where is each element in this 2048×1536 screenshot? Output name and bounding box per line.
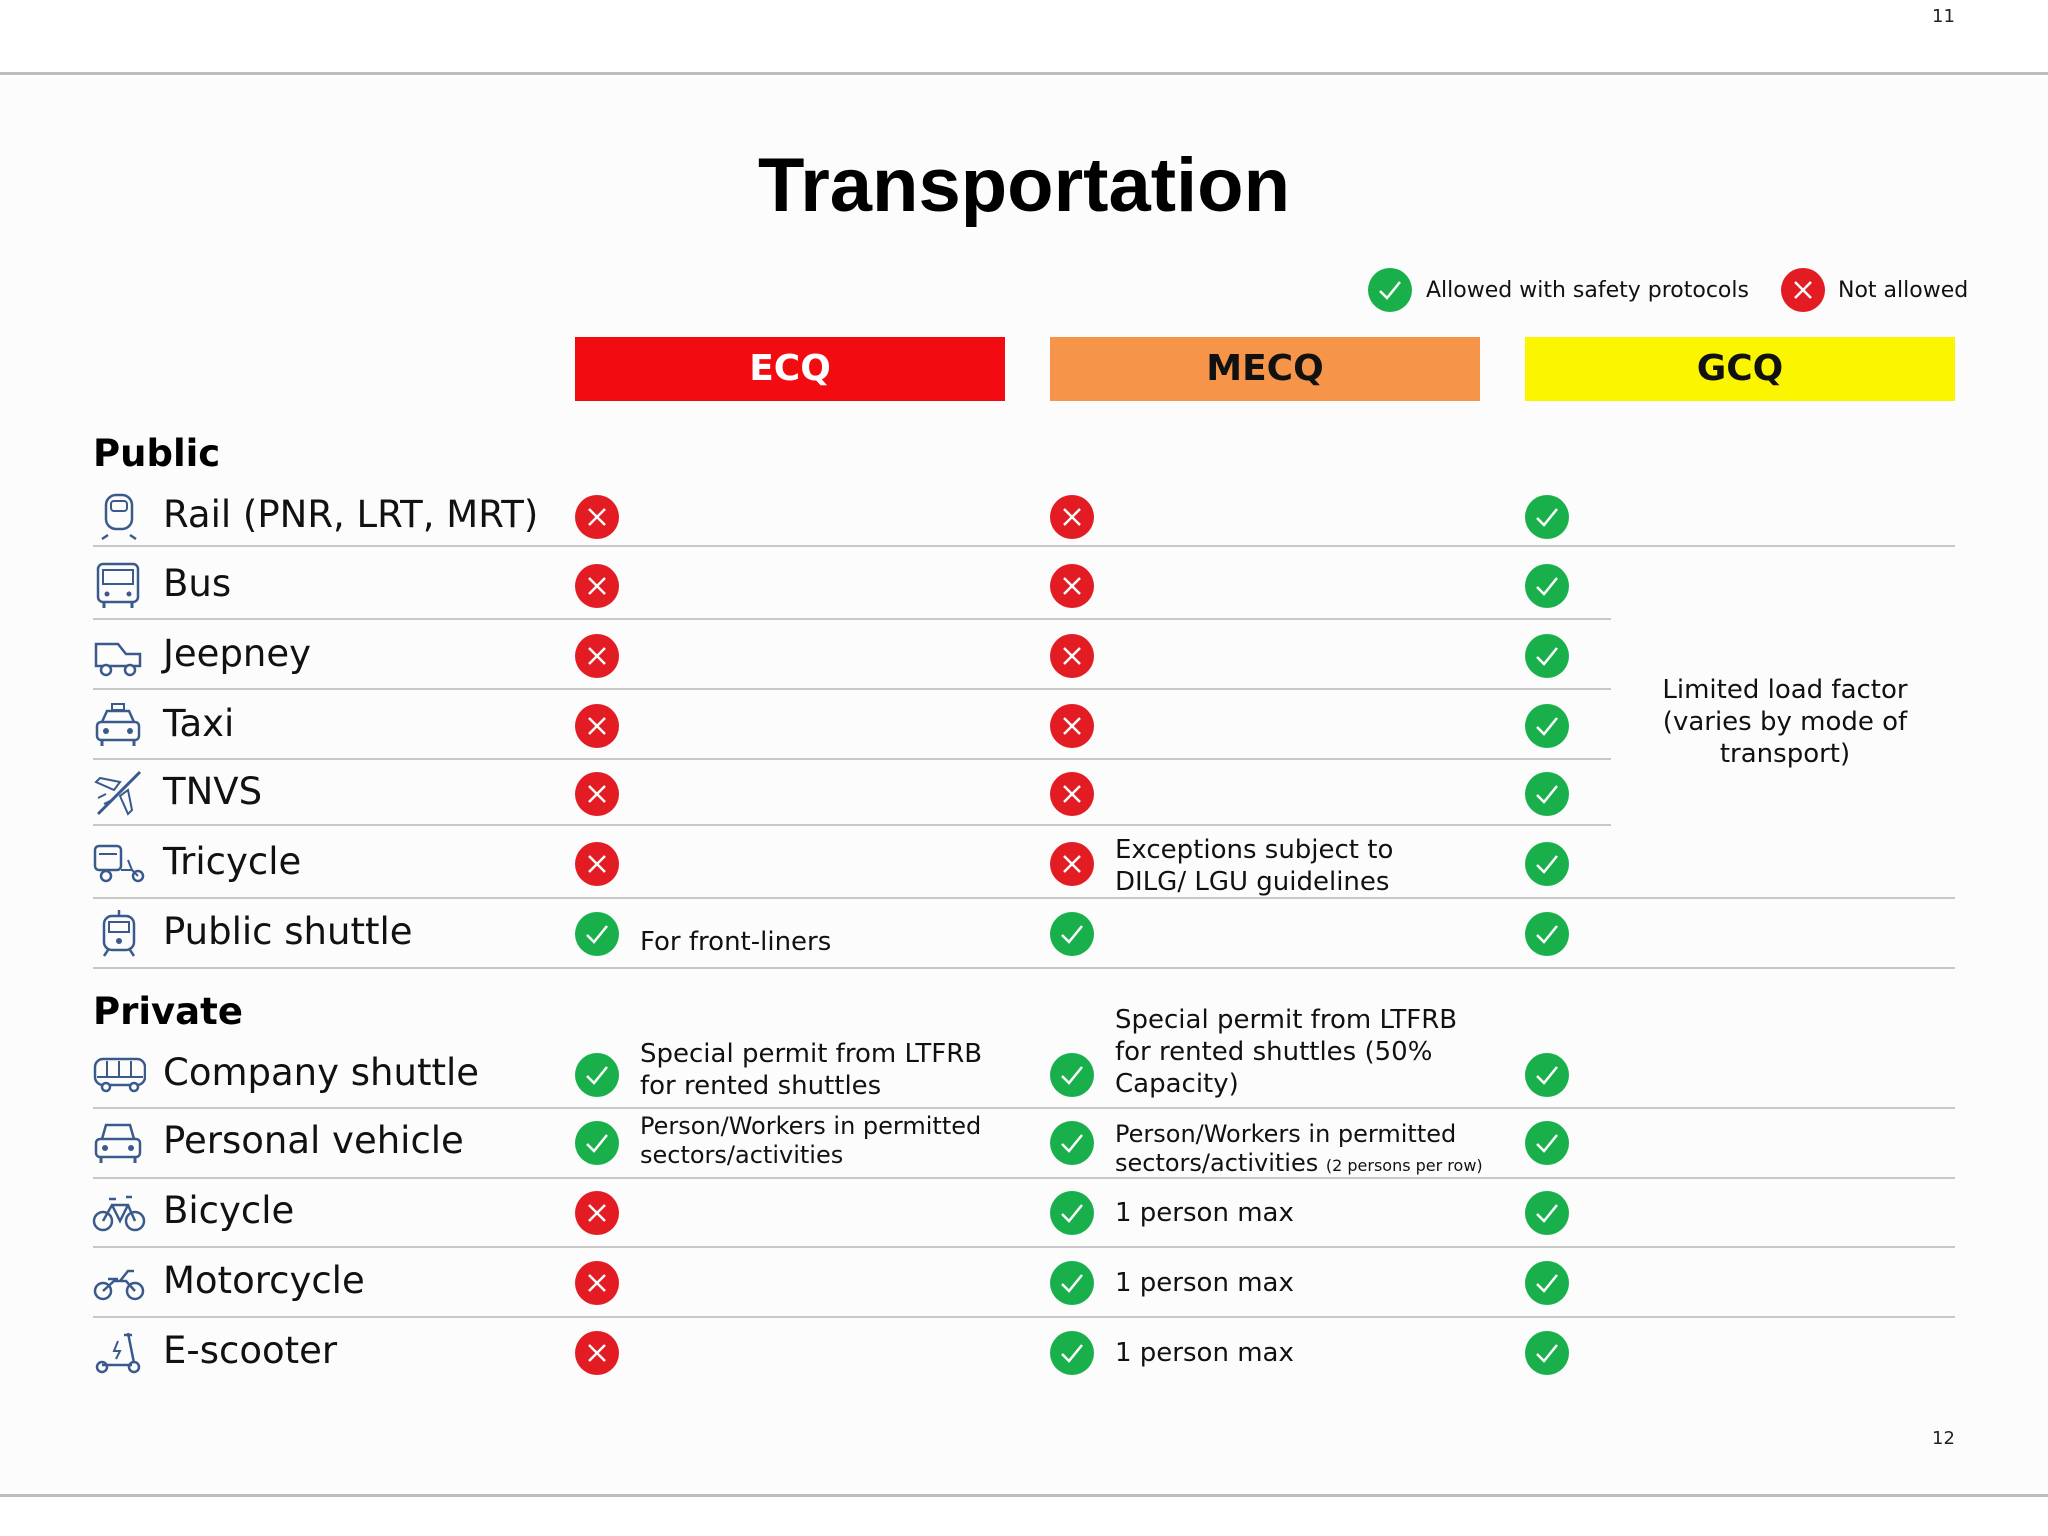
allowed-check-icon — [575, 1053, 619, 1097]
row-divider — [93, 545, 1955, 547]
section-private: Private — [93, 990, 243, 1033]
row-divider — [93, 1177, 1955, 1179]
not-allowed-cross-icon — [1050, 842, 1094, 886]
motorcycle-icon — [92, 1257, 146, 1307]
allowed-check-icon — [1525, 1331, 1569, 1375]
not-allowed-cross-icon — [575, 1331, 619, 1375]
row-label: Motorcycle — [163, 1259, 365, 1302]
train-icon — [92, 491, 146, 541]
allowed-check-icon — [1525, 1191, 1569, 1235]
allowed-check-icon — [1525, 1121, 1569, 1165]
bottom-page-number: 12 — [1932, 1428, 1955, 1449]
column-header-ecq: ECQ — [575, 337, 1005, 401]
row-label: Taxi — [163, 702, 235, 745]
legend-not-allowed — [1781, 268, 1825, 316]
note-bicycle-mecq: 1 person max — [1115, 1198, 1294, 1228]
row-divider — [93, 618, 1611, 620]
row-divider — [93, 824, 1611, 826]
row-label: Rail (PNR, LRT, MRT) — [163, 493, 539, 536]
slide — [0, 76, 2048, 1494]
row-label: Bus — [163, 562, 232, 605]
jeepney-icon — [92, 630, 146, 680]
row-label: Public shuttle — [163, 910, 413, 953]
allowed-check-icon — [1525, 704, 1569, 748]
row-label: E-scooter — [163, 1329, 338, 1372]
allowed-check-icon — [1525, 1053, 1569, 1097]
allowed-check-icon — [1525, 772, 1569, 816]
note-escooter-mecq: 1 person max — [1115, 1338, 1294, 1368]
column-header-mecq: MECQ — [1050, 337, 1480, 401]
allowed-check-icon — [1525, 1261, 1569, 1305]
not-allowed-cross-icon — [1050, 495, 1094, 539]
not-allowed-cross-icon — [575, 634, 619, 678]
page-title: Transportation — [757, 143, 1291, 228]
note-personal-vehicle-mecq: Person/Workers in permitted sectors/acti… — [1115, 1120, 1483, 1177]
row-label: Jeepney — [163, 632, 312, 675]
row-divider — [93, 688, 1611, 690]
allowed-check-icon — [575, 1121, 619, 1165]
not-allowed-cross-icon — [575, 842, 619, 886]
row-divider — [93, 1316, 1955, 1318]
note-personal-vehicle-ecq: Person/Workers in permitted sectors/acti… — [640, 1112, 982, 1169]
row-label: Personal vehicle — [163, 1119, 464, 1162]
airplane-icon — [92, 768, 146, 818]
company-shuttle-icon — [92, 1049, 147, 1099]
note-public-shuttle-ecq: For front-liners — [640, 927, 832, 957]
top-page-number: 11 — [1932, 6, 1955, 27]
legend-check-icon — [1368, 268, 1412, 312]
car-icon — [92, 1117, 146, 1167]
allowed-check-icon — [1525, 912, 1569, 956]
note-tricycle-mecq: Exceptions subject to DILG/ LGU guidelin… — [1115, 835, 1394, 897]
legend-allowed — [1368, 268, 1412, 316]
row-divider — [93, 1107, 1955, 1109]
allowed-check-icon — [1525, 564, 1569, 608]
not-allowed-cross-icon — [575, 495, 619, 539]
allowed-check-icon — [575, 912, 619, 956]
note-company-shuttle-ecq: Special permit from LTFRB for rented shu… — [640, 1039, 983, 1101]
allowed-check-icon — [1050, 912, 1094, 956]
row-label: Tricycle — [163, 840, 302, 883]
note-company-shuttle-mecq: Special permit from LTFRB for rented shu… — [1115, 1005, 1458, 1099]
row-label: Bicycle — [163, 1189, 295, 1232]
top-divider — [0, 72, 2048, 75]
note-gcq-public: Limited load factor (varies by mode of t… — [1662, 675, 1908, 769]
shuttle-icon — [92, 908, 146, 958]
not-allowed-cross-icon — [1050, 564, 1094, 608]
not-allowed-cross-icon — [1050, 634, 1094, 678]
allowed-check-icon — [1050, 1121, 1094, 1165]
row-divider — [93, 1246, 1955, 1248]
not-allowed-cross-icon — [1050, 704, 1094, 748]
legend-not-allowed-label: Not allowed — [1838, 278, 1969, 303]
allowed-check-icon — [1050, 1261, 1094, 1305]
allowed-check-icon — [1050, 1191, 1094, 1235]
allowed-check-icon — [1050, 1053, 1094, 1097]
not-allowed-cross-icon — [575, 1191, 619, 1235]
allowed-check-icon — [1525, 842, 1569, 886]
allowed-check-icon — [1050, 1331, 1094, 1375]
row-divider — [93, 967, 1955, 969]
column-header-gcq: GCQ — [1525, 337, 1955, 401]
taxi-icon — [92, 700, 146, 750]
allowed-check-icon — [1525, 634, 1569, 678]
bottom-divider — [0, 1494, 2048, 1497]
legend-allowed-label: Allowed with safety protocols — [1426, 278, 1749, 303]
legend-cross-icon — [1781, 268, 1825, 312]
allowed-check-icon — [1525, 495, 1569, 539]
not-allowed-cross-icon — [575, 564, 619, 608]
not-allowed-cross-icon — [575, 704, 619, 748]
not-allowed-cross-icon — [575, 772, 619, 816]
bicycle-icon — [92, 1187, 146, 1237]
row-label: Company shuttle — [163, 1051, 480, 1094]
not-allowed-cross-icon — [1050, 772, 1094, 816]
row-label: TNVS — [163, 770, 263, 813]
row-divider — [93, 897, 1955, 899]
bus-icon — [92, 560, 146, 610]
row-divider — [93, 758, 1611, 760]
tricycle-icon — [92, 838, 146, 888]
not-allowed-cross-icon — [575, 1261, 619, 1305]
section-public: Public — [93, 432, 221, 475]
scooter-icon — [92, 1327, 146, 1377]
note-motorcycle-mecq: 1 person max — [1115, 1268, 1294, 1298]
